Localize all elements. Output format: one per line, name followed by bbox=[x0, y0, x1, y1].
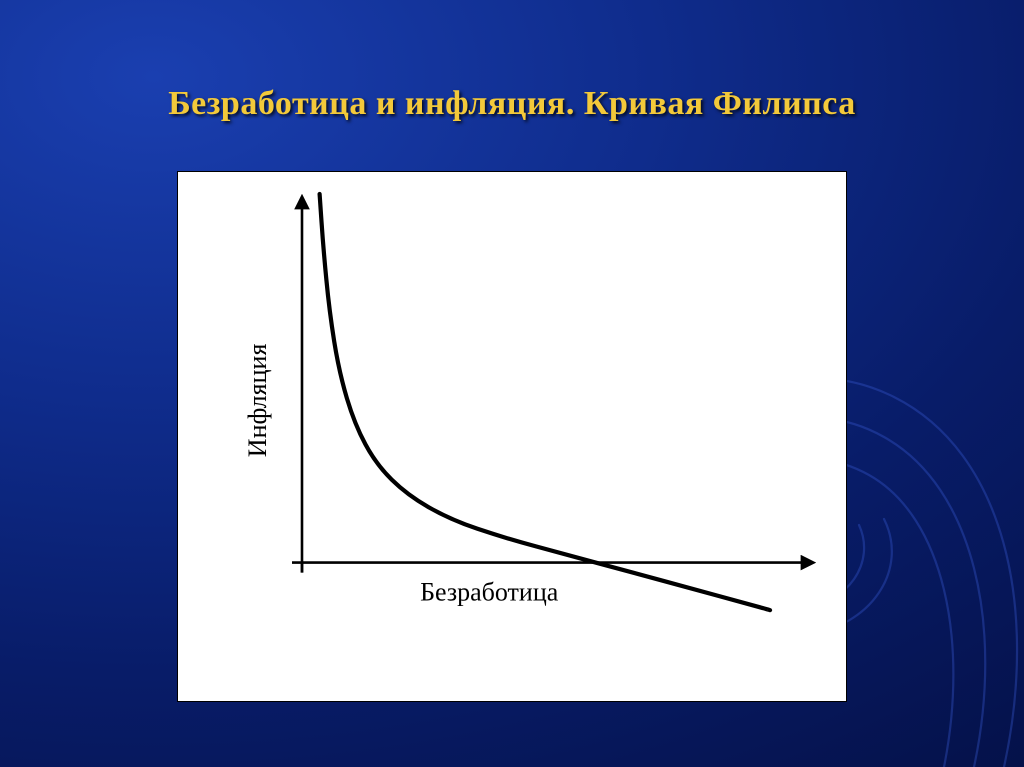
slide-title-text: Безработица и инфляция. Кривая Филипса bbox=[168, 85, 856, 122]
slide: Безработица и инфляция. Кривая Филипса Б… bbox=[0, 0, 1024, 767]
x-axis-label: Безработица bbox=[420, 578, 559, 607]
y-axis-label: Инфляция bbox=[243, 344, 272, 458]
slide-title: Безработица и инфляция. Кривая Филипса bbox=[0, 85, 1024, 123]
chart-card: Безработица Инфляция bbox=[177, 171, 847, 702]
phillips-curve-chart: Безработица Инфляция bbox=[178, 172, 846, 701]
